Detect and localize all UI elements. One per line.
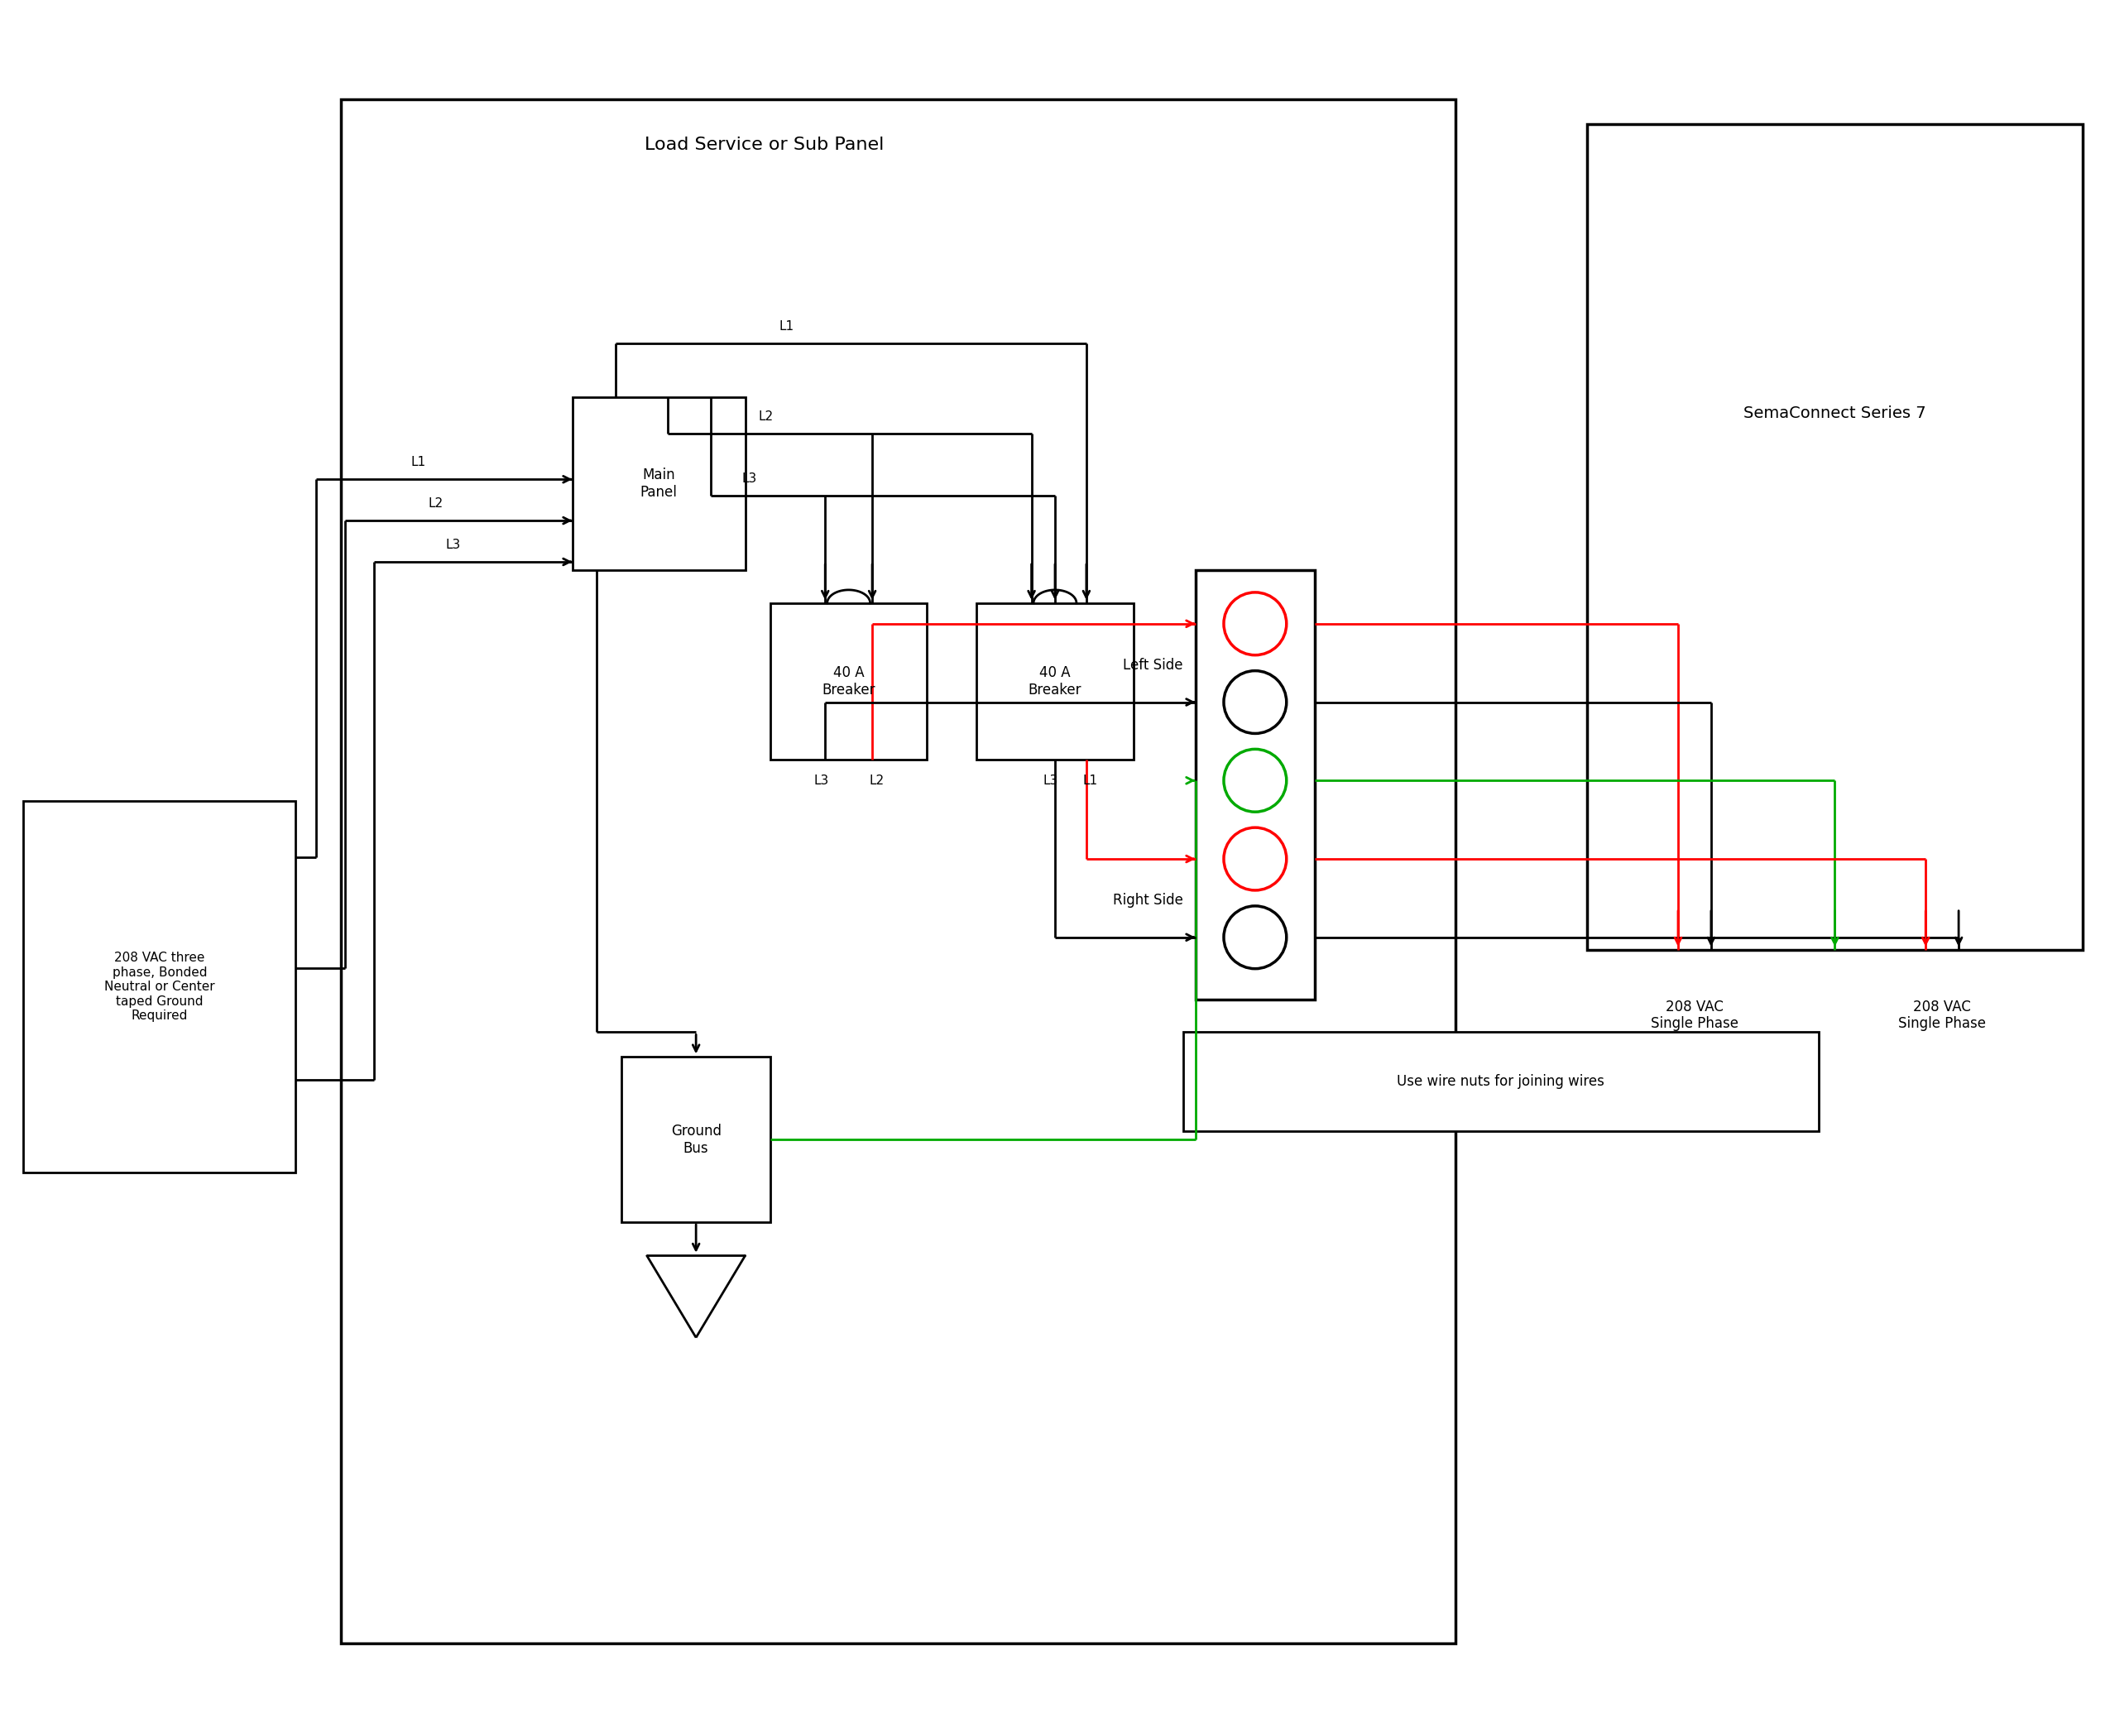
Text: Use wire nuts for joining wires: Use wire nuts for joining wires [1397,1075,1604,1088]
Text: Left Side: Left Side [1123,658,1184,672]
Text: L3: L3 [743,472,757,484]
Text: L2: L2 [869,774,884,786]
Bar [622,1057,770,1222]
Text: 40 A
Breaker: 40 A Breaker [823,665,876,698]
Text: 40 A
Breaker: 40 A Breaker [1028,665,1082,698]
Text: L2: L2 [760,411,774,424]
Text: 208 VAC three
phase, Bonded
Neutral or Center
taped Ground
Required: 208 VAC three phase, Bonded Neutral or C… [103,951,215,1023]
Bar [977,602,1133,760]
Text: L3: L3 [814,774,829,786]
Bar [770,602,926,760]
Text: 208 VAC
Single Phase: 208 VAC Single Phase [1899,1000,1986,1031]
Circle shape [1224,906,1287,969]
Text: L3: L3 [1042,774,1059,786]
Circle shape [1224,592,1287,654]
Text: Right Side: Right Side [1112,892,1184,908]
Text: 208 VAC
Single Phase: 208 VAC Single Phase [1650,1000,1739,1031]
Text: Main
Panel: Main Panel [639,467,677,500]
Bar [342,99,1456,1642]
Bar [572,398,745,569]
Circle shape [1224,828,1287,891]
Text: SemaConnect Series 7: SemaConnect Series 7 [1743,406,1926,422]
Bar [1184,1033,1819,1132]
Text: Load Service or Sub Panel: Load Service or Sub Panel [646,137,884,153]
Circle shape [1224,670,1287,734]
Text: L1: L1 [779,319,793,332]
Text: L3: L3 [445,538,460,550]
Text: L1: L1 [411,457,426,469]
Bar [23,800,295,1172]
Circle shape [1224,750,1287,812]
Text: L1: L1 [1082,774,1097,786]
Bar [1194,569,1315,1000]
Bar [1587,125,2083,950]
Text: L2: L2 [428,498,443,510]
Text: Ground
Bus: Ground Bus [671,1123,722,1156]
